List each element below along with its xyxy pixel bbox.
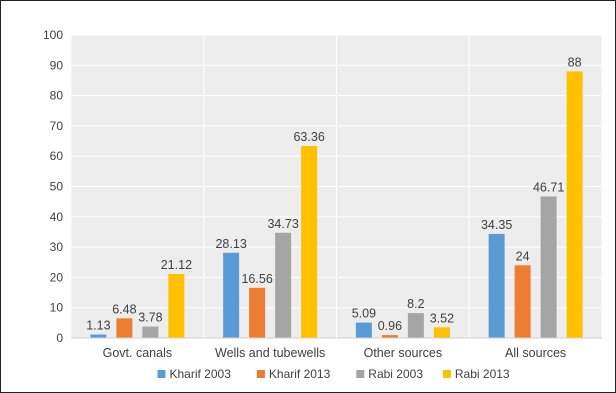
bar (249, 287, 266, 338)
x-tick-label: Wells and tubewells (215, 346, 325, 360)
data-label: 63.36 (293, 130, 324, 144)
bar (540, 196, 557, 338)
bar (355, 322, 372, 338)
data-labels: 1.136.483.78 21.12 28.13 16.56 34.73 63.36 5.0… (86, 55, 581, 333)
bar (275, 232, 292, 338)
legend-swatch (157, 370, 166, 378)
data-label: 46.71 (533, 180, 564, 194)
bar (90, 334, 107, 338)
legend-swatch (442, 370, 451, 378)
x-tick-label: All sources (505, 346, 566, 360)
y-tick-label: 90 (50, 58, 64, 72)
data-label: 8.2 (407, 297, 424, 311)
bar (116, 318, 133, 338)
y-tick-label: 20 (50, 270, 64, 284)
data-label: 88 (568, 55, 582, 69)
data-label: 6.48 (112, 302, 136, 316)
bar (488, 233, 505, 338)
data-label: 16.56 (241, 272, 272, 286)
data-label: 24 (516, 249, 530, 263)
data-label: 1.13 (86, 319, 110, 333)
y-tick-label: 100 (43, 28, 63, 42)
legend-label: Kharif 2003 (170, 367, 232, 381)
bar (168, 274, 185, 338)
data-label: 28.13 (215, 237, 246, 251)
legend-swatch (256, 370, 265, 378)
data-label: 3.52 (430, 311, 454, 325)
bar (407, 313, 424, 338)
y-tick-label: 0 (56, 331, 63, 345)
legend-swatch (356, 370, 365, 378)
data-label: 34.35 (481, 218, 512, 232)
legend: Kharif 2003 Kharif 2013 Rabi 2003 Rabi 2013 (157, 367, 510, 381)
y-tick-label: 50 (50, 180, 64, 194)
bars (90, 71, 583, 339)
data-label: 5.09 (352, 307, 376, 321)
bar (381, 335, 398, 338)
x-tick-label: Other sources (364, 346, 443, 360)
y-tick-label: 70 (50, 119, 64, 133)
x-tick-label: Govt. canals (103, 346, 172, 360)
legend-label: Rabi 2003 (368, 367, 423, 381)
legend-label: Kharif 2013 (269, 367, 331, 381)
data-label: 0.96 (378, 319, 402, 333)
y-tick-label: 80 (50, 89, 64, 103)
y-tick-label: 60 (50, 149, 64, 163)
y-axis: 0 10 20 30 40 50 60 70 80 90 100 (43, 28, 63, 345)
bar (301, 146, 318, 338)
data-label: 21.12 (161, 258, 192, 272)
data-label: 34.73 (267, 217, 298, 231)
bar (433, 327, 450, 338)
bar (142, 326, 159, 338)
x-axis: Govt. canals Wells and tubewells Other sou… (71, 337, 602, 360)
data-label: 3.78 (138, 311, 162, 325)
y-tick-label: 40 (50, 210, 64, 224)
bar (514, 265, 531, 338)
legend-label: Rabi 2013 (455, 367, 510, 381)
bar (566, 71, 583, 339)
bar (223, 252, 240, 338)
gridlines (70, 34, 603, 339)
y-tick-label: 30 (50, 240, 64, 254)
y-tick-label: 10 (50, 301, 64, 315)
